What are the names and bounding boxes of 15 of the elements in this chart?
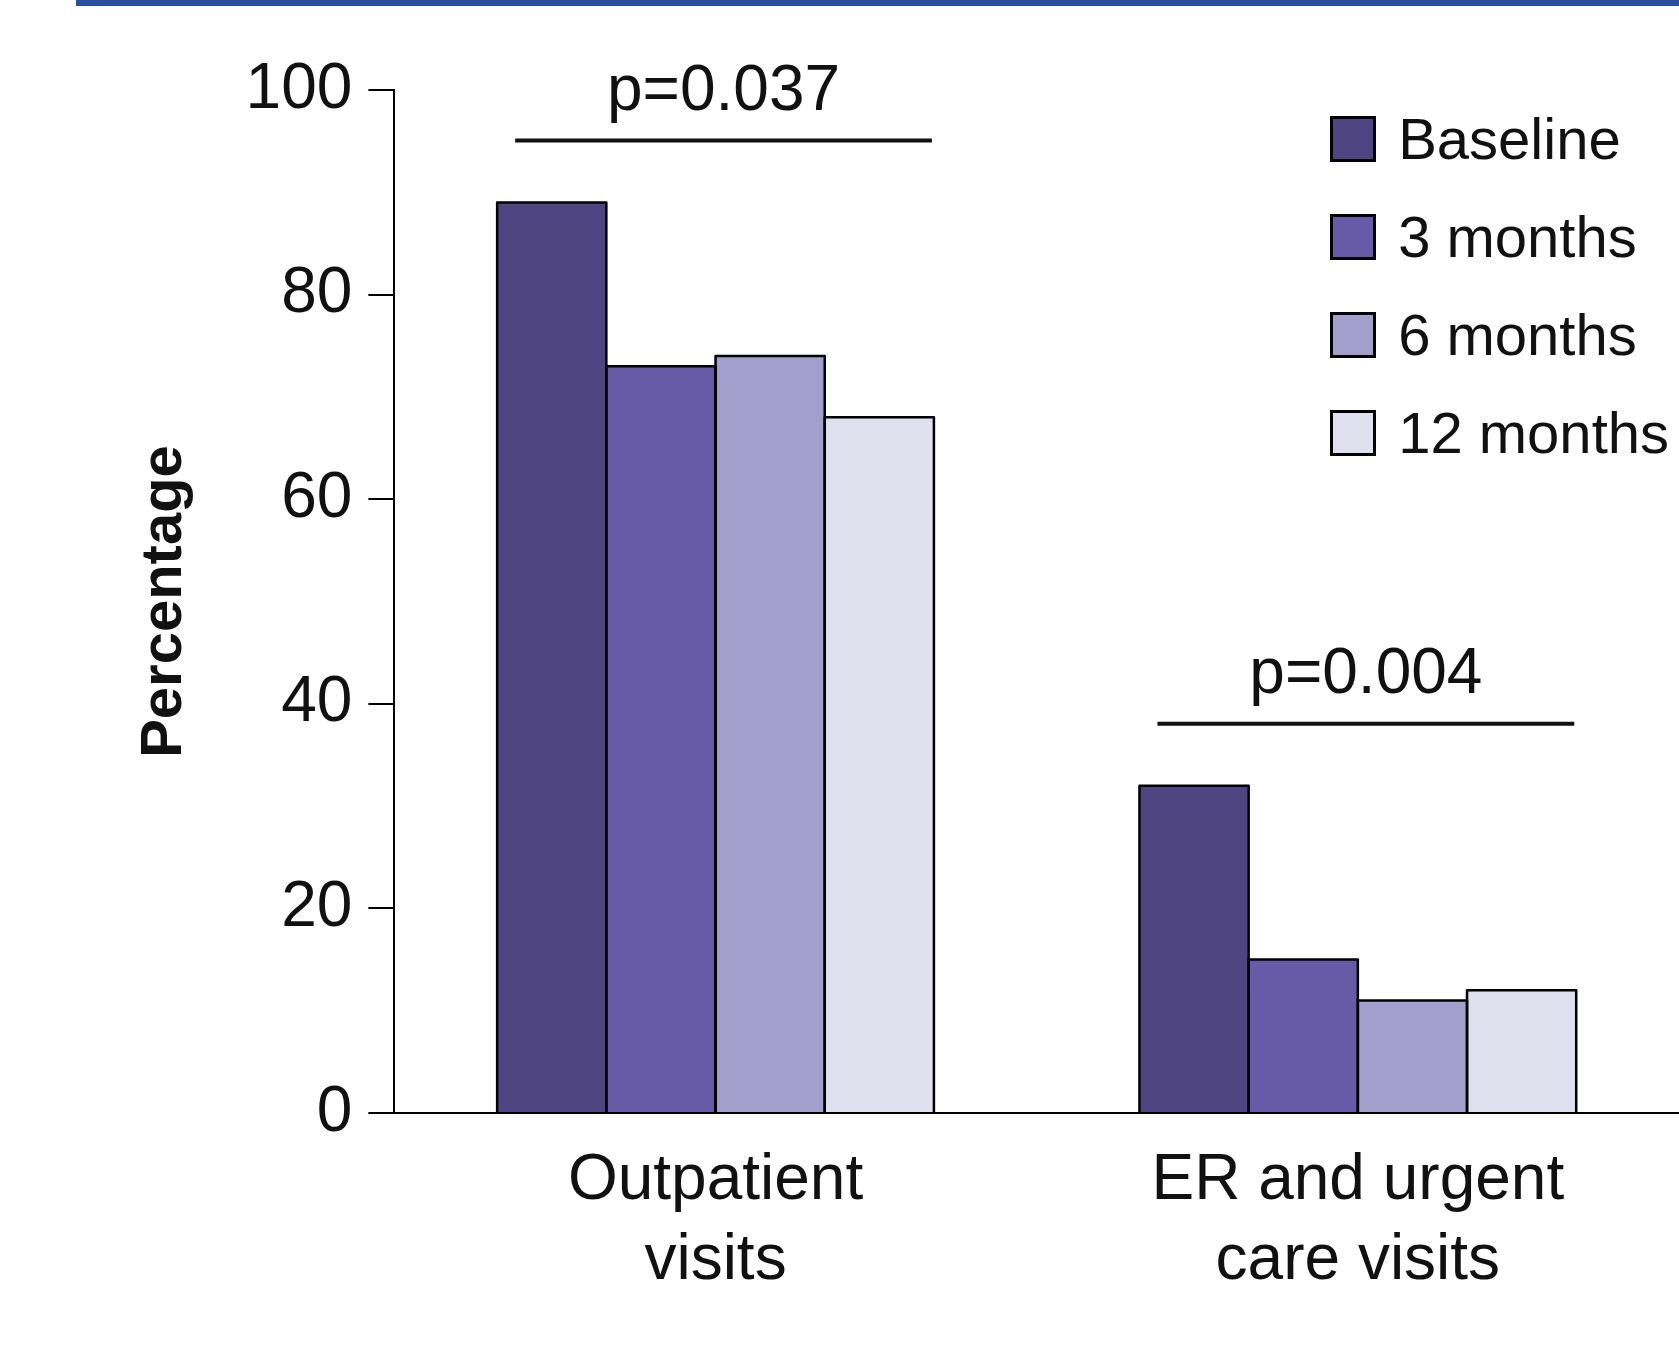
annotation: p=0.004	[1249, 635, 1483, 708]
y-tick-label: 40	[281, 663, 353, 736]
y-tick-label: 100	[245, 49, 353, 122]
y-tick-label: 20	[281, 868, 353, 941]
x-tick-label: Outpatient visits	[567, 1140, 864, 1293]
y-tick-label: 0	[316, 1072, 353, 1145]
y-tick-label: 80	[281, 254, 353, 327]
legend-label: 3 months	[1398, 204, 1637, 269]
legend-label: Baseline	[1398, 106, 1621, 171]
annotation: p=0.037	[606, 52, 841, 125]
legend-label: 12 months	[1398, 400, 1669, 465]
legend-label: 6 months	[1398, 302, 1637, 367]
y-axis-title: Percentage	[127, 445, 193, 758]
y-tick-label: 60	[281, 458, 353, 531]
x-tick-label: ER and urgent care visits	[1151, 1140, 1565, 1293]
